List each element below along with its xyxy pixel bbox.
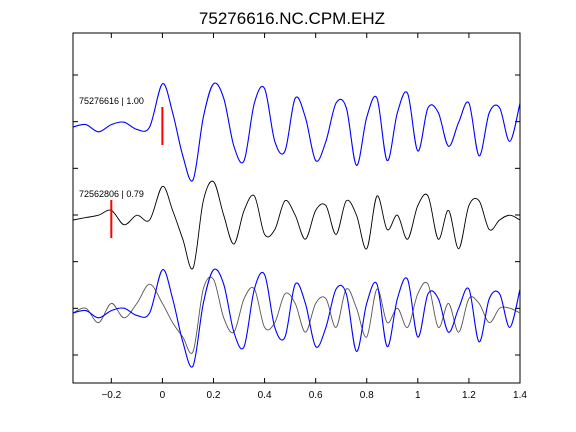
traces-group: 75276616 | 1.00 72562806 | 0.79	[73, 82, 520, 368]
x-tick-label: 1.4	[513, 390, 527, 401]
chart-title: 75276616.NC.CPM.EHZ	[199, 9, 385, 28]
trace-line-3	[73, 276, 520, 354]
trace-label-0: 75276616 | 1.00	[79, 96, 144, 106]
trace-label-1: 72562806 | 0.79	[79, 189, 144, 199]
x-tick-label: −0.2	[101, 390, 121, 401]
trace-line-2	[73, 268, 520, 368]
x-tick-label: 0.6	[309, 390, 323, 401]
x-tick-label: 0.8	[360, 390, 374, 401]
y-axis-ticks	[73, 74, 520, 356]
x-tick-label: 1	[415, 390, 421, 401]
x-tick-label: 1.2	[462, 390, 476, 401]
plot-frame	[72, 32, 521, 384]
trace-line-0	[73, 82, 520, 182]
x-tick-label: 0	[160, 390, 166, 401]
x-axis-ticks: −0.2 0 0.2 0.4 0.6 0.8 1 1.2 1.4	[101, 33, 527, 401]
x-tick-label: 0.2	[207, 390, 221, 401]
x-tick-label: 0.4	[258, 390, 272, 401]
trace-line-1	[73, 180, 520, 270]
